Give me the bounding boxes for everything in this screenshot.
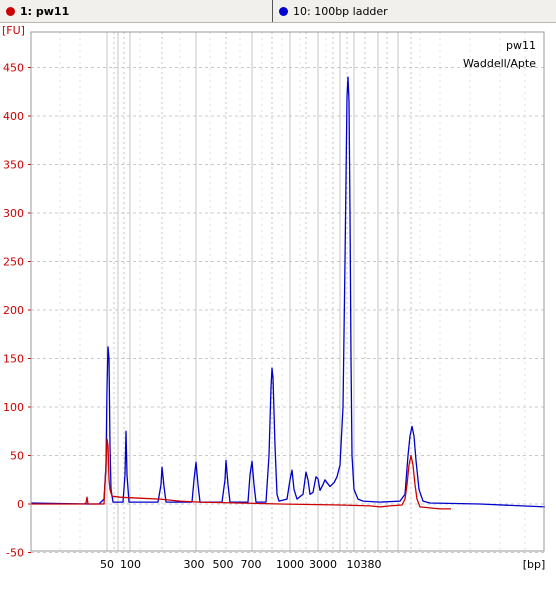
x-tick-label: 10380: [347, 558, 382, 571]
y-tick-label: 400: [3, 110, 24, 123]
y-tick-label: -50: [6, 547, 24, 560]
electropherogram-plot: -50 0 50 100 150 200 250 300 350 400 450 [FU] 50 100 3…: [0, 22, 556, 586]
tab-label: 1: pw11: [20, 4, 70, 18]
ladder-dot-icon: [279, 6, 288, 16]
y-tick-label: 100: [3, 401, 24, 414]
plot-border: [30, 31, 545, 552]
y-tick-label: 150: [3, 353, 24, 366]
plot-area: [31, 32, 544, 551]
y-tick-label: 0: [17, 498, 24, 511]
annotation-sample: pw11: [506, 39, 536, 52]
annotation-author: Waddell/Apte: [463, 57, 536, 70]
y-tick-label: 50: [10, 450, 24, 463]
y-tick-label: 250: [3, 256, 24, 269]
ladder-trace: [30, 76, 546, 508]
sample-dot-icon: [6, 6, 15, 16]
x-tick-label: 700: [241, 558, 262, 571]
x-axis-label: [bp]: [523, 558, 546, 571]
tab-sample-pw11[interactable]: 1: pw11: [0, 0, 272, 22]
x-tick-label: 3000: [309, 558, 337, 571]
plot-svg: -50 0 50 100 150 200 250 300 350 400 450 [FU] 50 100 3…: [2, 24, 546, 571]
tab-label: 10: 100bp ladder: [293, 4, 388, 18]
sample-trace: [31, 438, 451, 510]
y-axis-label: [FU]: [2, 24, 25, 37]
x-tick-label: 500: [213, 558, 234, 571]
tab-bar: 1: pw11 10: 100bp ladder: [0, 0, 556, 23]
x-tick-label: 50: [100, 558, 114, 571]
y-tick-label: 450: [3, 62, 24, 75]
x-tick-label: 100: [120, 558, 141, 571]
y-tick-label: 200: [3, 304, 24, 317]
y-tick-label: 300: [3, 207, 24, 220]
x-tick-label: 1000: [276, 558, 304, 571]
tab-ladder[interactable]: 10: 100bp ladder: [273, 0, 556, 22]
x-tick-label: 300: [184, 558, 205, 571]
tab-divider: [272, 0, 273, 22]
y-tick-label: 350: [3, 159, 24, 172]
